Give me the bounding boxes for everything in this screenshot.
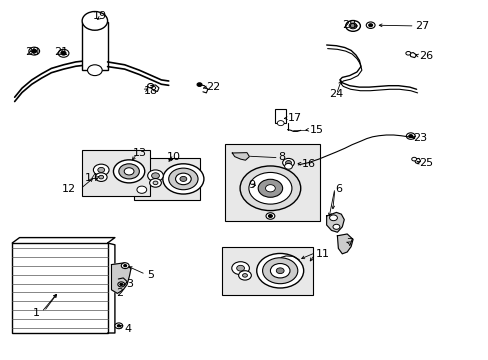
Circle shape [124, 168, 134, 175]
Circle shape [248, 172, 291, 204]
Text: 12: 12 [61, 184, 76, 194]
Circle shape [258, 179, 282, 197]
Text: 13: 13 [132, 148, 146, 158]
Text: 23: 23 [412, 132, 427, 143]
Circle shape [366, 22, 374, 28]
Text: 8: 8 [278, 152, 285, 162]
Text: 10: 10 [166, 152, 180, 162]
Polygon shape [337, 234, 352, 254]
Circle shape [262, 258, 297, 284]
Circle shape [95, 173, 107, 181]
FancyBboxPatch shape [224, 144, 320, 221]
Text: 17: 17 [287, 113, 301, 123]
Circle shape [236, 265, 244, 271]
Circle shape [147, 170, 163, 181]
Circle shape [411, 157, 416, 161]
Polygon shape [232, 153, 249, 160]
Text: 15: 15 [309, 125, 323, 135]
Circle shape [277, 121, 284, 126]
Text: 6: 6 [334, 184, 341, 194]
Circle shape [265, 185, 275, 192]
Circle shape [405, 51, 410, 55]
Circle shape [99, 175, 103, 179]
Circle shape [175, 173, 191, 185]
Circle shape [118, 282, 124, 287]
Circle shape [153, 181, 158, 185]
Text: 16: 16 [301, 159, 315, 169]
Text: 20: 20 [25, 47, 39, 57]
Text: 11: 11 [315, 249, 329, 259]
Text: 14: 14 [85, 173, 99, 183]
Circle shape [121, 263, 129, 269]
Circle shape [58, 49, 69, 57]
Circle shape [123, 265, 126, 267]
Circle shape [29, 47, 40, 55]
Polygon shape [111, 263, 131, 293]
Circle shape [151, 173, 159, 179]
FancyBboxPatch shape [12, 243, 107, 333]
Circle shape [32, 49, 37, 53]
Text: 21: 21 [54, 47, 68, 57]
Circle shape [408, 135, 412, 138]
Circle shape [406, 133, 414, 139]
FancyBboxPatch shape [82, 22, 107, 70]
Circle shape [119, 164, 139, 179]
Text: 4: 4 [124, 324, 132, 334]
Circle shape [332, 224, 339, 229]
Circle shape [284, 163, 292, 169]
Circle shape [93, 164, 109, 176]
Polygon shape [326, 212, 344, 232]
Circle shape [285, 161, 291, 165]
Text: 3: 3 [126, 279, 133, 289]
Text: 7: 7 [346, 238, 352, 248]
Text: 1: 1 [33, 308, 40, 318]
Circle shape [197, 83, 202, 86]
Circle shape [270, 264, 289, 278]
Circle shape [120, 283, 122, 285]
Circle shape [231, 262, 249, 275]
Text: 19: 19 [93, 11, 107, 21]
Text: 22: 22 [206, 82, 220, 93]
Circle shape [147, 84, 153, 88]
Circle shape [87, 65, 102, 76]
Circle shape [98, 167, 104, 172]
FancyBboxPatch shape [275, 109, 285, 123]
FancyBboxPatch shape [82, 150, 149, 196]
Circle shape [168, 168, 198, 190]
Text: 9: 9 [248, 180, 255, 190]
Circle shape [242, 274, 247, 277]
Circle shape [163, 164, 203, 194]
Circle shape [137, 186, 146, 193]
Circle shape [368, 24, 372, 27]
Circle shape [276, 268, 284, 274]
FancyBboxPatch shape [134, 158, 200, 200]
Text: 24: 24 [328, 89, 343, 99]
Circle shape [268, 215, 272, 217]
Text: 28: 28 [342, 20, 356, 30]
Circle shape [348, 23, 356, 29]
Circle shape [256, 253, 303, 288]
Circle shape [61, 51, 66, 55]
Text: 27: 27 [414, 21, 428, 31]
Circle shape [240, 166, 300, 211]
Circle shape [180, 176, 186, 181]
Circle shape [238, 271, 251, 280]
Text: 26: 26 [419, 51, 433, 61]
Circle shape [345, 21, 360, 31]
Circle shape [282, 158, 294, 167]
Text: 25: 25 [419, 158, 433, 168]
Circle shape [149, 179, 161, 187]
Circle shape [329, 215, 337, 221]
Text: 2: 2 [116, 288, 123, 298]
Text: 5: 5 [146, 270, 153, 280]
FancyBboxPatch shape [222, 247, 312, 295]
Circle shape [82, 12, 107, 30]
Text: 18: 18 [144, 86, 158, 96]
Circle shape [117, 325, 120, 327]
Circle shape [265, 213, 274, 219]
Circle shape [113, 160, 144, 183]
Circle shape [115, 323, 122, 329]
